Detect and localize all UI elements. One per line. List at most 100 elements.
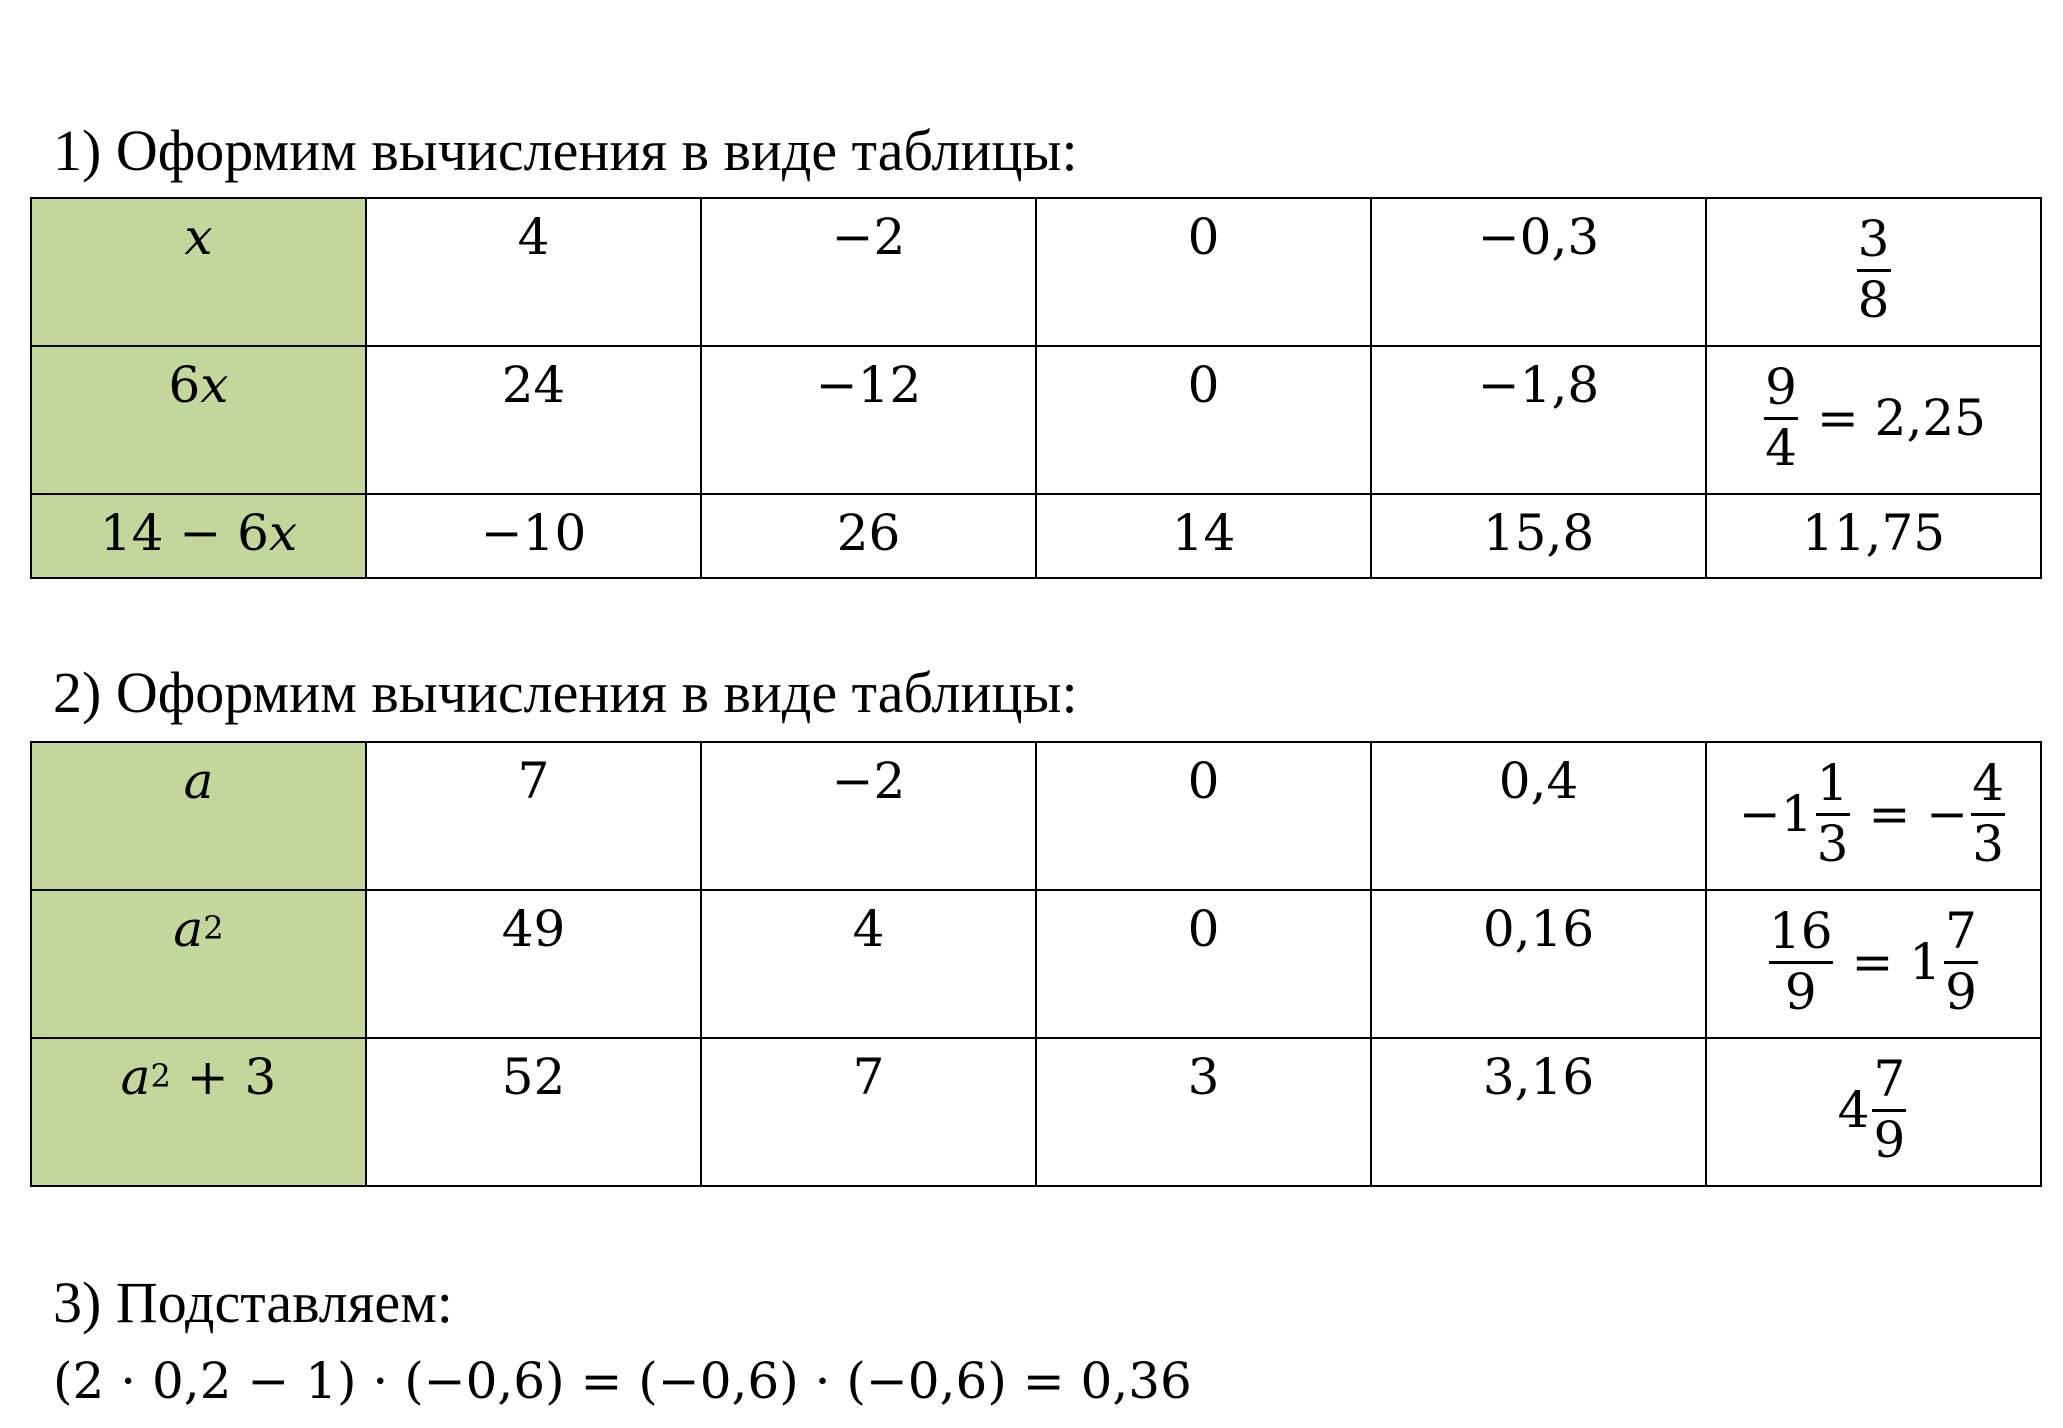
text: 14 − 6 (99, 504, 269, 562)
cell-content: 26 (837, 507, 901, 560)
text: 49 (501, 900, 566, 958)
fraction-bar (1763, 416, 1798, 420)
table-cell: 24 (365, 345, 702, 495)
text: 15,8 (1482, 504, 1595, 562)
cell-content: −10 (481, 507, 587, 560)
text: 6 (168, 356, 201, 414)
table-cell: −12 (700, 345, 1037, 495)
text: 0 (1187, 208, 1220, 266)
fraction-bar (1815, 812, 1850, 816)
numerator: 1 (1816, 754, 1849, 812)
denominator: 3 (1816, 814, 1849, 873)
variable: a (120, 1048, 151, 1106)
text: 0,4 (1498, 752, 1579, 810)
fraction-bar (1768, 960, 1833, 964)
cell-content: 0 (1188, 903, 1220, 956)
table-row: x 4 −2 0 −0,3 3 8 (30, 197, 2042, 347)
numerator: 4 (1972, 754, 2005, 812)
cell-content: −12 (816, 359, 922, 412)
text: + 3 (170, 1048, 277, 1106)
table-cell: 4 (700, 889, 1037, 1039)
table-cell: 0,4 (1370, 741, 1707, 891)
cell-content: 49 (502, 903, 566, 956)
row-header-cell: x (30, 197, 367, 347)
table-cell: −0,3 (1370, 197, 1707, 347)
text: −2 (831, 208, 906, 266)
cell-content: −1,8 (1478, 359, 1599, 412)
denominator: 8 (1857, 270, 1890, 329)
superscript: 2 (203, 909, 224, 948)
cell-content: 0,16 (1483, 903, 1594, 956)
cell-content: a (184, 755, 214, 808)
denominator: 9 (1873, 1110, 1906, 1169)
table-row: 6 x 24 −12 0 −1,8 9 4 = 2,25 (30, 345, 2042, 495)
text: 0 (1187, 900, 1220, 958)
denominator: 9 (1945, 962, 1977, 1021)
fraction-bar (1971, 812, 2006, 816)
table-cell: 0 (1035, 197, 1372, 347)
text: 4 (1837, 1080, 1870, 1139)
table-cell: 3,16 (1370, 1037, 1707, 1187)
text: 7 (852, 1048, 885, 1106)
cell-content: 24 (502, 359, 566, 412)
cell-content: 4 (853, 903, 885, 956)
fraction-bar (1872, 1108, 1907, 1112)
text: −10 (480, 504, 587, 562)
cell-content: 0 (1188, 359, 1220, 412)
cell-content: −1 1 3 = −4 3 (1739, 754, 2008, 873)
text: 7 (517, 752, 550, 810)
cell-content: 52 (502, 1051, 566, 1104)
table-cell: 0 (1035, 741, 1372, 891)
heading: 3) Подставляем: (53, 1270, 453, 1335)
text: 24 (501, 356, 566, 414)
text: 4 (852, 900, 885, 958)
text: −1,8 (1477, 356, 1600, 414)
variable: x (184, 208, 213, 266)
text: −12 (815, 356, 922, 414)
table-cell: −1 1 3 = −4 3 (1705, 741, 2042, 891)
table-cell: 11,75 (1705, 493, 2042, 579)
fraction: 16 9 (1768, 902, 1833, 1021)
numerator: 16 (1768, 902, 1833, 960)
table-cell: 7 (700, 1037, 1037, 1187)
cell-content: 3 (1188, 1051, 1220, 1104)
cell-content: −2 (832, 211, 906, 264)
table-cell: −2 (700, 741, 1037, 891)
table: x 4 −2 0 −0,3 3 8 6 x 24 −12 0 −1,8 9 4 = 2,25 14 − 6 x −… (30, 197, 2042, 579)
text: −0,3 (1477, 208, 1600, 266)
heading: 2) Оформим вычисления в виде таблицы: (53, 660, 1078, 725)
text: −2 (831, 752, 906, 810)
table-cell: 52 (365, 1037, 702, 1187)
variable: a (173, 900, 204, 958)
text: 0,16 (1482, 900, 1595, 958)
text: = − (1852, 784, 1969, 843)
text: 3,16 (1482, 1048, 1595, 1106)
row-header-cell: a (30, 741, 367, 891)
cell-content: 7 (853, 1051, 885, 1104)
cell-content: x (184, 211, 212, 264)
numerator: 9 (1765, 358, 1797, 416)
cell-content: 0,4 (1499, 755, 1579, 808)
cell-content: 15,8 (1483, 507, 1594, 560)
table-cell: 3 (1035, 1037, 1372, 1187)
cell-content: 11,75 (1802, 507, 1945, 560)
table-cell: −2 (700, 197, 1037, 347)
table-cell: −1,8 (1370, 345, 1707, 495)
cell-content: 7 (518, 755, 550, 808)
table-cell: 4 (365, 197, 702, 347)
